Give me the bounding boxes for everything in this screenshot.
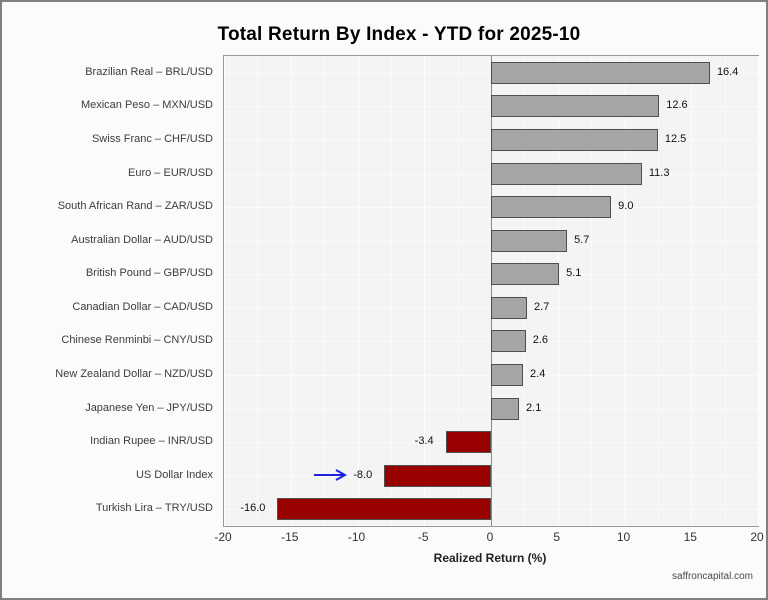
gridline-vertical-minor xyxy=(657,56,659,526)
category-label: Indian Rupee – INR/USD xyxy=(90,435,213,448)
right-arrow-icon xyxy=(313,468,348,481)
bar xyxy=(491,263,560,286)
bar xyxy=(491,95,660,118)
category-label: South African Rand – ZAR/USD xyxy=(57,200,213,213)
gridline-vertical-minor xyxy=(257,56,259,526)
gridline-vertical-minor xyxy=(390,56,392,526)
value-label: 5.1 xyxy=(566,267,582,280)
value-label-group: -16.0 xyxy=(240,502,265,514)
value-label-group: 2.4 xyxy=(530,368,545,380)
category-label: Mexican Peso – MXN/USD xyxy=(80,99,213,112)
value-label: 2.4 xyxy=(530,367,546,380)
bar xyxy=(277,498,491,521)
value-label-group: 12.6 xyxy=(666,99,687,111)
gridline-vertical-minor xyxy=(724,56,726,526)
value-label: -3.4 xyxy=(414,435,434,448)
x-tick-label: -5 xyxy=(417,530,429,544)
value-label: 11.3 xyxy=(648,166,670,179)
category-label: Brazilian Real – BRL/USD xyxy=(85,65,213,78)
value-label: 12.5 xyxy=(664,132,687,145)
plot-panel xyxy=(223,55,759,527)
bar xyxy=(491,397,520,420)
value-label-group: 5.1 xyxy=(566,267,581,279)
category-label: Turkish Lira – TRY/USD xyxy=(95,502,213,515)
category-label: Chinese Renminbi – CNY/USD xyxy=(61,334,213,347)
x-tick-label: -15 xyxy=(281,530,299,544)
gridline-vertical-minor xyxy=(457,56,459,526)
gridline-vertical xyxy=(224,56,225,526)
zero-axis-line xyxy=(491,56,492,526)
gridline-vertical xyxy=(758,56,759,526)
value-label-group: 11.3 xyxy=(649,167,670,179)
bar xyxy=(491,229,568,252)
category-label: New Zealand Dollar – NZD/USD xyxy=(55,367,213,380)
value-label-group: 16.4 xyxy=(717,66,738,78)
value-label-group: 2.7 xyxy=(534,301,549,313)
bar xyxy=(384,464,491,487)
gridline-vertical xyxy=(357,56,359,526)
bar xyxy=(491,162,642,185)
gridline-vertical xyxy=(424,56,426,526)
x-tick-label: 15 xyxy=(683,530,697,544)
bar xyxy=(491,330,526,353)
value-label-group: 2.6 xyxy=(533,334,548,346)
bar xyxy=(491,128,658,151)
x-tick-label: 10 xyxy=(616,530,631,544)
x-tick-label: 0 xyxy=(486,530,494,544)
watermark: saffroncapital.com xyxy=(672,571,753,582)
bar xyxy=(491,196,612,219)
x-axis-title: Realized Return (%) xyxy=(433,551,547,565)
value-label: 2.7 xyxy=(534,300,550,313)
value-label: 5.7 xyxy=(574,233,590,246)
chart-title: Total Return By Index - YTD for 2025-10 xyxy=(217,24,581,45)
category-label: Japanese Yen – JPY/USD xyxy=(85,401,213,414)
x-tick-label: 20 xyxy=(750,530,764,544)
value-label: -16.0 xyxy=(240,502,266,515)
x-tick-label: -10 xyxy=(347,530,366,544)
gridline-vertical-minor xyxy=(524,56,526,526)
value-label-group: -3.4 xyxy=(415,435,434,447)
gridline-vertical-minor xyxy=(591,56,593,526)
category-label: Euro – EUR/USD xyxy=(128,166,213,179)
gridline-vertical xyxy=(691,56,693,526)
value-label-group: -8.0 xyxy=(313,469,372,481)
value-label-group: 5.7 xyxy=(574,234,589,246)
bar xyxy=(491,61,710,84)
value-label: 16.4 xyxy=(716,65,739,78)
gridline-vertical xyxy=(290,56,292,526)
value-label: 9.0 xyxy=(618,200,634,213)
category-label: Canadian Dollar – CAD/USD xyxy=(72,300,213,313)
bar xyxy=(491,363,524,386)
value-label: 2.6 xyxy=(532,334,548,347)
category-label: Australian Dollar – AUD/USD xyxy=(71,233,213,246)
bar xyxy=(445,431,491,454)
value-label-group: 2.1 xyxy=(526,402,541,414)
gridline-vertical xyxy=(624,56,626,526)
gridline-vertical-minor xyxy=(324,56,326,526)
value-label-group: 9.0 xyxy=(618,200,633,212)
value-label: 12.6 xyxy=(666,99,688,112)
value-label: -8.0 xyxy=(353,468,373,481)
value-label: 2.1 xyxy=(526,401,542,414)
bar xyxy=(491,296,528,319)
x-tick-label: -20 xyxy=(214,530,232,544)
category-label: US Dollar Index xyxy=(135,468,213,481)
x-tick-label: 5 xyxy=(553,530,561,544)
category-label: Swiss Franc – CHF/USD xyxy=(91,132,213,145)
value-label-group: 12.5 xyxy=(665,133,686,145)
category-label: British Pound – GBP/USD xyxy=(85,267,213,280)
gridline-vertical xyxy=(557,56,559,526)
